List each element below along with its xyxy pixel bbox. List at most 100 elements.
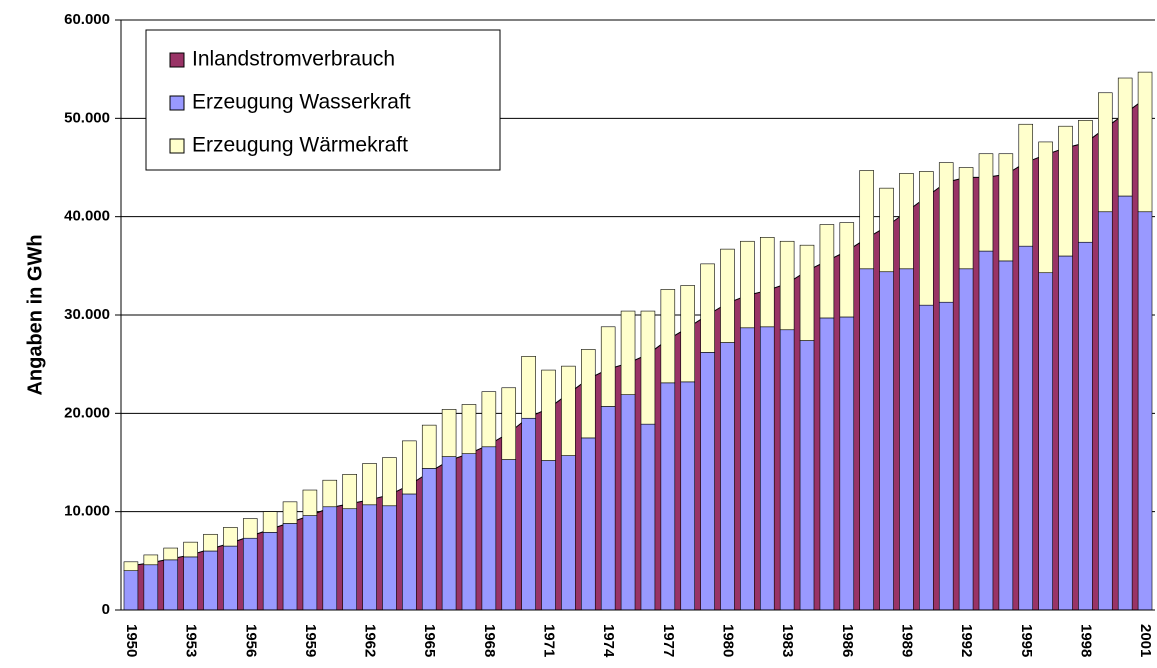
- x-tick-label: 1962: [362, 624, 379, 657]
- bar: [919, 304, 934, 611]
- bar: [1058, 255, 1073, 611]
- bar: [501, 459, 517, 611]
- y-tick-label: 60.000: [64, 11, 110, 28]
- bar: [242, 518, 258, 539]
- y-tick-label: 30.000: [64, 306, 110, 323]
- bar: [1098, 92, 1113, 213]
- x-tick-label: 1992: [958, 624, 975, 657]
- bar: [1117, 195, 1133, 611]
- y-tick-label: 50.000: [64, 109, 110, 126]
- bar: [203, 533, 218, 552]
- bar: [1018, 245, 1034, 611]
- bar: [879, 271, 894, 611]
- bar: [620, 394, 636, 611]
- legend-swatch: [169, 95, 185, 111]
- bar: [322, 479, 338, 508]
- bar: [1078, 120, 1093, 243]
- bar: [481, 391, 497, 448]
- bar: [720, 342, 735, 611]
- y-tick-label: 0: [102, 601, 110, 618]
- bar: [740, 327, 755, 611]
- bar: [819, 224, 835, 319]
- bar: [958, 167, 974, 270]
- bar: [541, 460, 556, 611]
- bar: [262, 511, 278, 533]
- legend-label: Erzeugung Wasserkraft: [192, 91, 411, 114]
- legend-label: Inlandstromverbrauch: [192, 48, 395, 71]
- x-tick-label: 1974: [600, 624, 617, 658]
- bar: [1018, 123, 1034, 247]
- bar: [461, 404, 477, 454]
- bar: [501, 387, 517, 460]
- bar: [799, 340, 815, 611]
- x-tick-label: 1980: [720, 624, 737, 657]
- bar: [183, 556, 198, 611]
- bar: [561, 455, 576, 611]
- bar: [919, 171, 934, 306]
- legend-swatch: [169, 52, 185, 68]
- bar: [1117, 77, 1133, 197]
- bar: [362, 504, 377, 611]
- bar: [799, 244, 815, 341]
- bar: [223, 527, 238, 547]
- bar: [163, 559, 178, 611]
- x-tick-label: 1950: [123, 624, 140, 657]
- legend: Inlandstromverbrauch Erzeugung Wasserkraf…: [145, 29, 501, 171]
- bar: [660, 382, 676, 611]
- bar: [262, 532, 278, 611]
- bar: [402, 493, 417, 611]
- x-tick-label: 1956: [242, 624, 259, 657]
- bar: [998, 153, 1014, 262]
- bar: [720, 248, 735, 343]
- bar: [938, 162, 954, 303]
- x-tick-label: 1965: [421, 624, 438, 657]
- bar: [302, 489, 318, 516]
- bar: [859, 170, 874, 270]
- bar: [680, 381, 695, 611]
- bar: [620, 310, 636, 395]
- x-tick-label: 2001: [1137, 624, 1154, 657]
- bar: [143, 564, 159, 611]
- bar: [879, 187, 894, 273]
- bar: [1137, 71, 1153, 213]
- x-tick-label: 1995: [1018, 624, 1035, 657]
- bar: [859, 268, 874, 611]
- y-axis-label: Angaben in GWh: [24, 234, 46, 395]
- bar: [779, 240, 795, 331]
- bar: [640, 423, 656, 611]
- x-tick-label: 1989: [898, 624, 915, 657]
- bar: [382, 457, 397, 507]
- bar: [660, 289, 676, 384]
- bar: [1098, 211, 1113, 611]
- bar: [441, 456, 457, 611]
- bar: [938, 301, 954, 611]
- y-tick-label: 20.000: [64, 404, 110, 421]
- bar: [421, 424, 437, 469]
- bar: [600, 406, 616, 611]
- bar: [441, 409, 457, 457]
- bar: [123, 561, 139, 571]
- legend-swatch: [169, 138, 185, 154]
- bar: [680, 285, 695, 383]
- bar: [700, 352, 715, 611]
- bar: [740, 240, 755, 329]
- bar: [779, 329, 795, 611]
- bar: [203, 550, 218, 611]
- bar: [759, 237, 775, 328]
- x-tick-label: 1998: [1077, 624, 1094, 657]
- bar: [1137, 211, 1153, 611]
- bar: [899, 268, 914, 611]
- bar: [362, 463, 377, 506]
- bar: [322, 506, 338, 611]
- bar: [242, 537, 258, 611]
- bar: [899, 173, 914, 270]
- x-tick-label: 1983: [779, 624, 796, 657]
- bar: [402, 440, 417, 495]
- bar: [759, 326, 775, 611]
- legend-box: [145, 29, 501, 171]
- bar: [461, 453, 477, 611]
- bar: [561, 365, 576, 456]
- bar: [521, 417, 536, 611]
- bar: [282, 523, 298, 611]
